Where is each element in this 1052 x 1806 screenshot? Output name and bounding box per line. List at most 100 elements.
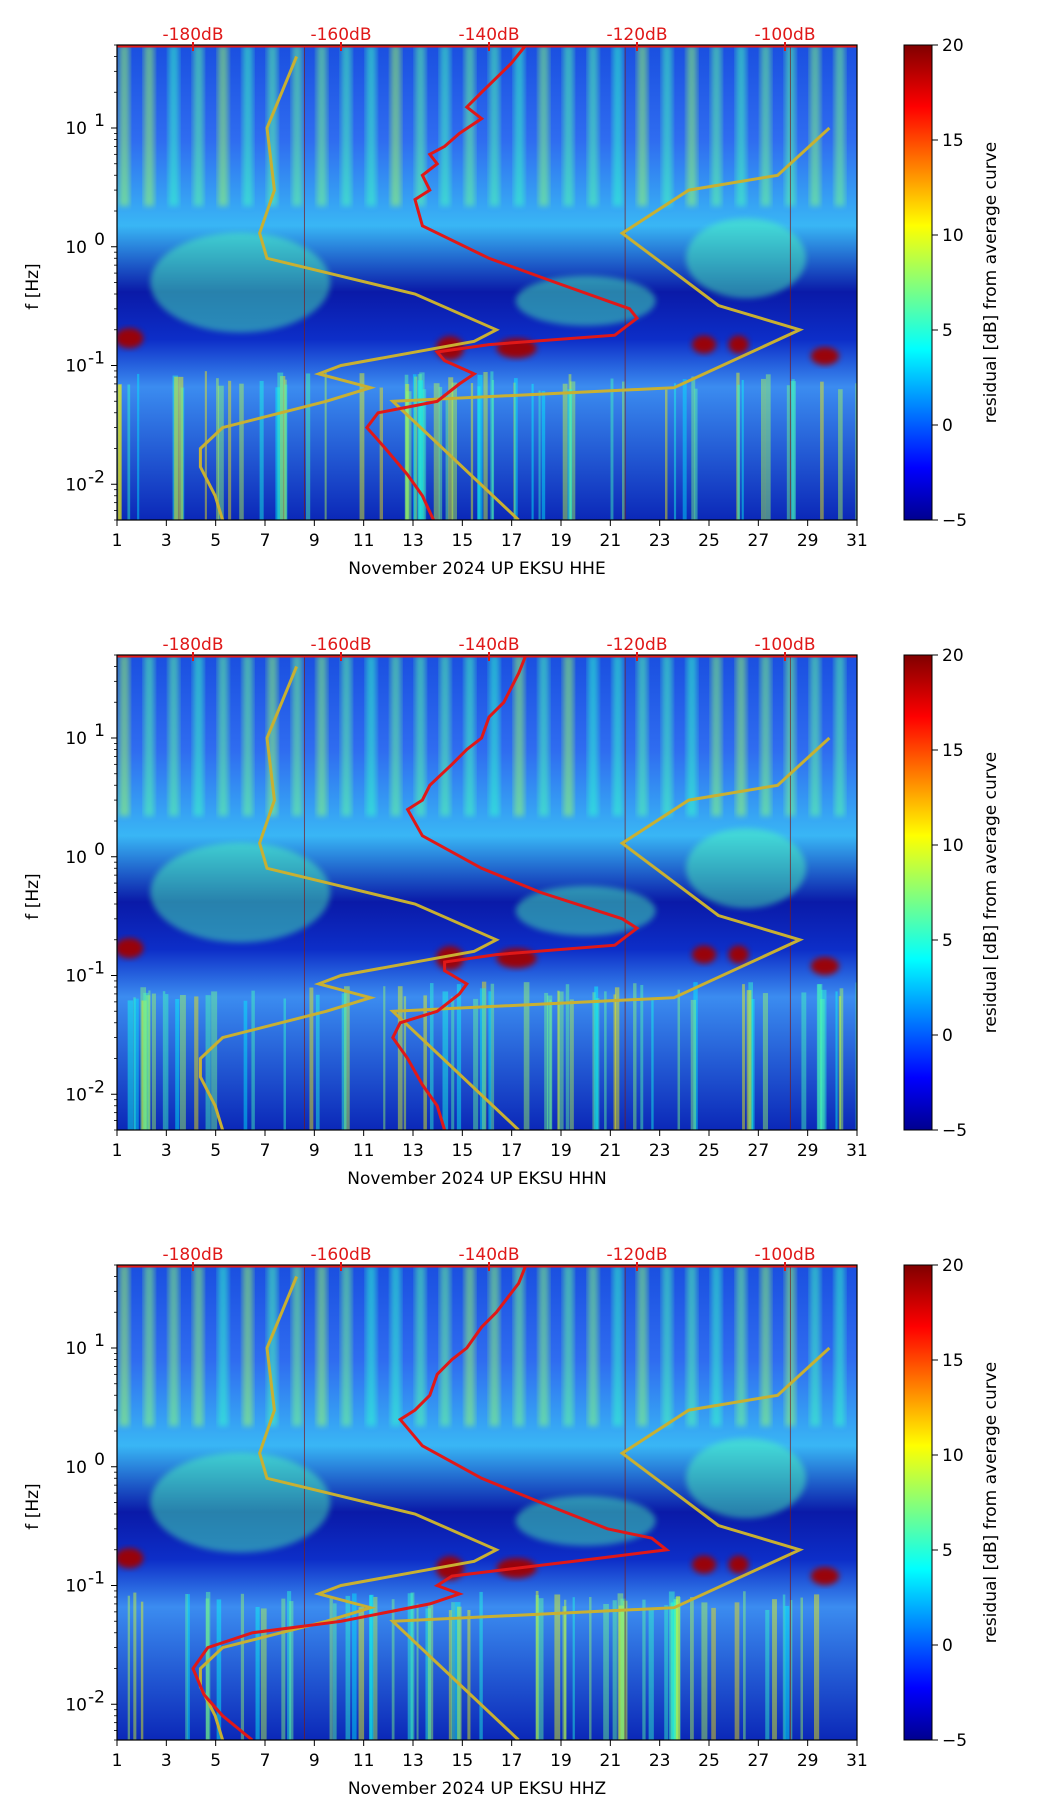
lf-stripe (782, 1594, 786, 1740)
lf-stripe (742, 984, 745, 1130)
hf-stripe (810, 1265, 821, 1427)
hf-stripe (489, 655, 500, 817)
lf-stripe (765, 1609, 770, 1740)
lf-stripe (281, 1598, 286, 1740)
x-tick-label: 27 (748, 1141, 770, 1161)
lf-stripe (280, 376, 286, 520)
lf-stripe (216, 1599, 222, 1740)
hf-stripe (662, 1265, 673, 1427)
psd-curve (391, 655, 640, 1130)
lf-stripe (117, 384, 121, 520)
lf-stripe (283, 998, 286, 1130)
lf-stripe (143, 992, 149, 1130)
hf-stripe (514, 1265, 525, 1427)
lf-stripe (137, 373, 140, 520)
microseism-blob (117, 1548, 144, 1569)
microseism-blob (686, 828, 806, 909)
lf-stripe (690, 1597, 694, 1740)
lf-stripe (341, 993, 347, 1130)
lf-stripe (671, 1601, 676, 1740)
top-db-tick-label: -100dB (754, 25, 815, 45)
y-axis-label: f [Hz] (23, 873, 43, 919)
low-noise-model-curve (198, 665, 500, 1130)
lf-stripe (690, 999, 696, 1130)
lf-stripe (642, 1599, 646, 1740)
hf-stripe (316, 1265, 327, 1427)
y-axis-label: f [Hz] (23, 1483, 43, 1529)
lf-stripe (562, 1606, 567, 1740)
hf-stripe (440, 655, 451, 817)
colorbar-tick-label: 5 (942, 931, 953, 951)
colorbar-tick-label: 10 (942, 1446, 964, 1466)
x-tick-label: 21 (600, 1751, 622, 1771)
lf-stripe (239, 383, 244, 520)
hf-stripe (168, 655, 179, 817)
hf-stripe (242, 1265, 253, 1427)
x-tick-label: 9 (309, 531, 320, 551)
hf-stripe (415, 655, 426, 817)
lf-stripe (369, 1594, 374, 1740)
y-tick-exponent: 0 (94, 840, 105, 860)
x-tick-label: 7 (260, 531, 271, 551)
lf-stripe (538, 390, 541, 520)
hf-stripe (366, 655, 377, 817)
colorbar: 20 15 10 5 0 −5 residual [dB] from average cur… (903, 1256, 1001, 1751)
colorbar-label: residual [dB] from average curve (981, 1362, 1001, 1643)
hf-stripe (538, 45, 549, 207)
lf-stripe (141, 1000, 147, 1130)
lf-stripe (259, 380, 264, 520)
y-tick-label: 10 (65, 1085, 87, 1105)
lf-stripe (765, 374, 771, 520)
lf-stripe (835, 991, 838, 1130)
microseism-blob (810, 957, 839, 976)
lf-stripe (838, 389, 843, 520)
microseism-blob (436, 336, 464, 361)
lf-stripe (180, 387, 185, 520)
lf-stripe (743, 1591, 746, 1740)
y-tick-exponent: 1 (94, 721, 105, 741)
lf-stripe (211, 991, 218, 1130)
hf-stripe (218, 45, 229, 207)
x-tick-label: 27 (748, 1751, 770, 1771)
heatmap-area (117, 655, 857, 1130)
lf-stripe (538, 1598, 544, 1740)
lf-stripe (513, 382, 516, 520)
lf-stripe (204, 371, 207, 520)
lf-stripe (277, 372, 284, 520)
x-tick-label: 1 (112, 1751, 123, 1771)
lf-stripe (127, 384, 131, 520)
microseism-blob (686, 218, 806, 299)
lf-stripe (568, 374, 572, 520)
y-tick-label: 10 (65, 1577, 87, 1597)
lf-stripe (673, 1598, 678, 1740)
lf-stripe (174, 376, 180, 520)
lf-stripe (423, 995, 427, 1130)
lf-stripe (118, 384, 122, 520)
lf-stripe (179, 376, 184, 520)
lf-stripe (306, 373, 311, 520)
lf-stripe (490, 371, 494, 520)
hf-stripe (316, 655, 327, 817)
x-tick-label: 7 (260, 1751, 271, 1771)
x-tick-label: 9 (309, 1751, 320, 1771)
lf-stripe (373, 1596, 378, 1740)
hf-stripe (144, 45, 155, 207)
lf-stripe (838, 996, 842, 1130)
lf-stripe (287, 1591, 292, 1740)
lf-stripe (664, 1605, 669, 1740)
x-tick-label: 11 (353, 1141, 375, 1161)
lf-stripe (260, 1608, 267, 1740)
x-tick-label: 15 (452, 1751, 474, 1771)
y-axis-label: f [Hz] (23, 263, 43, 309)
x-tick-label: 31 (846, 1751, 868, 1771)
hf-stripe (686, 1265, 697, 1427)
x-tick-label: 3 (161, 1141, 172, 1161)
hf-stripe (292, 655, 303, 817)
hf-stripe (316, 45, 327, 207)
lf-stripe (140, 1601, 144, 1740)
microseism-blob (728, 945, 749, 964)
x-tick-label: 11 (353, 531, 375, 551)
lf-stripe (820, 989, 827, 1130)
hf-stripe (711, 655, 722, 817)
y-tick-label: 10 (65, 1458, 87, 1478)
